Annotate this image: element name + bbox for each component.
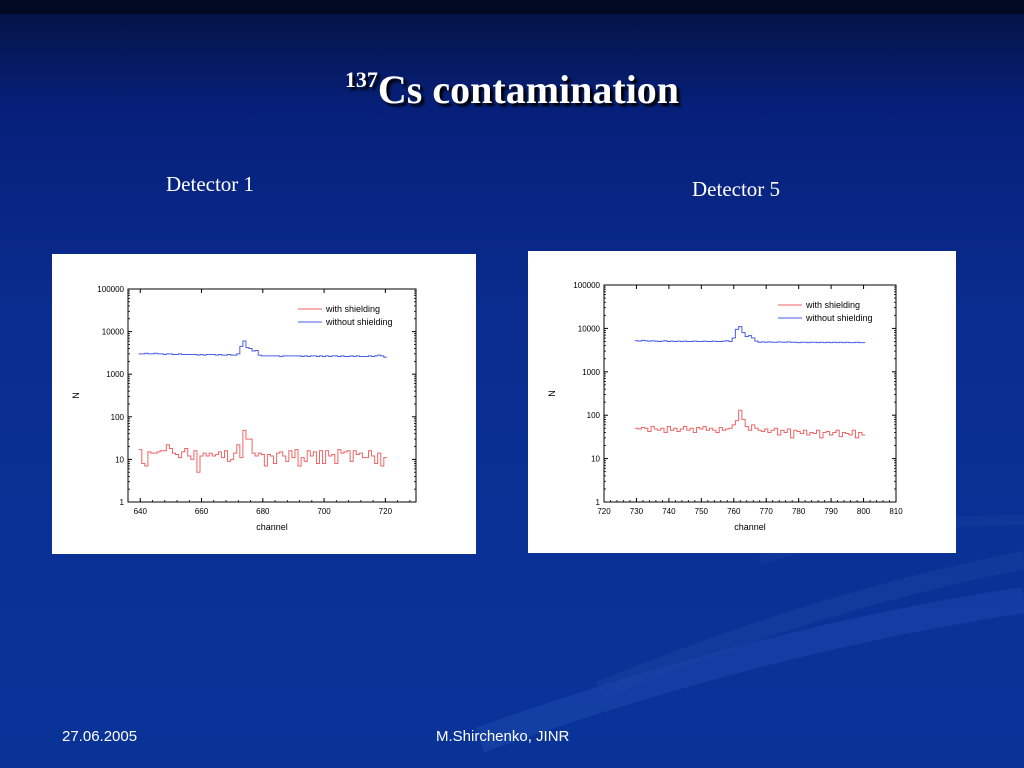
series-line-with-shielding — [634, 409, 866, 439]
x-tick-label: 700 — [317, 507, 331, 516]
legend-label: without shielding — [805, 313, 873, 323]
legend-label: without shielding — [325, 317, 393, 327]
series-line-without-shielding — [138, 340, 387, 358]
detector-5-chart: 720 730 740 750 760 770 780 790 800 810 1 10 100 1000… — [547, 281, 903, 532]
y-tick-label: 100 — [111, 413, 125, 422]
x-tick-label: 810 — [889, 507, 903, 516]
title-text: Cs contamination — [377, 67, 680, 112]
x-tick-label: 770 — [760, 507, 774, 516]
x-tick-label: 780 — [792, 507, 806, 516]
legend-label: with shielding — [805, 300, 860, 310]
y-tick-label: 1000 — [582, 368, 600, 377]
y-tick-label: 1 — [596, 498, 601, 507]
plot-frame — [603, 284, 897, 503]
y-tick-label: 10 — [591, 455, 600, 464]
plot-frame — [127, 288, 417, 503]
x-tick-label: 800 — [857, 507, 871, 516]
y-tick-label: 10 — [115, 455, 124, 464]
x-tick-label: 660 — [195, 507, 209, 516]
x-axis-title: channel — [734, 522, 766, 532]
y-axis-title: N — [547, 390, 557, 397]
x-tick-label: 760 — [727, 507, 741, 516]
detector-1-label: Detector 1 — [166, 172, 255, 196]
title-superscript: 137 — [344, 66, 378, 92]
y-tick-label: 10000 — [102, 328, 125, 337]
y-tick-label: 1000 — [106, 370, 124, 379]
series-line-with-shielding — [138, 429, 387, 473]
slide-title: 137Cs contamination — [0, 66, 1024, 113]
detector-5-chart-panel: 720 730 740 750 760 770 780 790 800 810 1 10 100 1000… — [528, 251, 956, 553]
footer-date: 27.06.2005 — [62, 728, 138, 745]
detector-5-label: Detector 5 — [692, 177, 781, 201]
x-tick-label: 750 — [695, 507, 709, 516]
y-tick-label: 100000 — [97, 285, 124, 294]
x-tick-label: 740 — [662, 507, 676, 516]
y-axis-title: N — [71, 392, 81, 399]
y-tick-label: 10000 — [578, 324, 601, 333]
x-axis-title: channel — [256, 522, 288, 532]
legend-label: with shielding — [325, 304, 380, 314]
detector-1-chart: 640 660 680 700 720 1 10 100 1000 10000 100000 chan… — [71, 285, 417, 532]
x-tick-label: 730 — [630, 507, 644, 516]
x-tick-label: 640 — [134, 507, 148, 516]
x-tick-label: 720 — [379, 507, 393, 516]
y-tick-label: 100000 — [573, 281, 600, 290]
x-tick-label: 790 — [824, 507, 838, 516]
series-line-without-shielding — [634, 326, 866, 344]
y-tick-label: 1 — [120, 498, 125, 507]
x-tick-label: 680 — [256, 507, 270, 516]
y-tick-label: 100 — [587, 411, 601, 420]
footer-author: M.Shirchenko, JINR — [436, 728, 570, 745]
top-dark-bar — [0, 0, 1024, 14]
x-tick-label: 720 — [597, 507, 611, 516]
detector-1-chart-panel: 640 660 680 700 720 1 10 100 1000 10000 100000 chan… — [52, 254, 476, 554]
